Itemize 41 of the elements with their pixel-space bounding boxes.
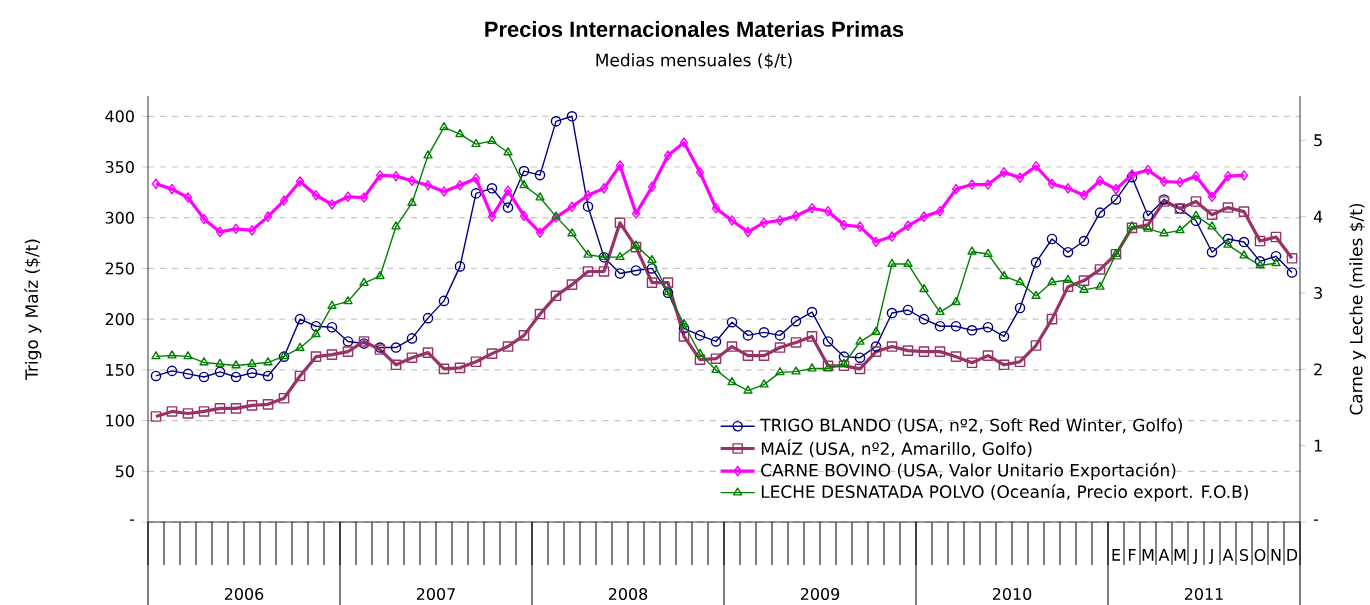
text: 2007 <box>416 587 455 601</box>
x-tick-label: S <box>1240 549 1249 562</box>
chart-subtitle: Medias mensuales ($/t) <box>596 53 792 69</box>
y2-axis-title: Carne y Leche (miles $/t) <box>1349 203 1366 415</box>
y-tick-label: 150 <box>106 363 134 376</box>
y-tick-label: 100 <box>106 414 134 427</box>
x-tick-label: O <box>1254 549 1266 562</box>
text: 2010 <box>992 587 1032 601</box>
text: 2006 <box>224 587 264 601</box>
y2-tick-label: 4 <box>1313 210 1323 223</box>
x-tick-label: D <box>1287 549 1298 561</box>
y-tick-label: 300 <box>105 211 134 224</box>
y-tick-label: 350 <box>105 160 134 174</box>
legend-label: TRIGO BLANDO (USA, nº2, Soft Red Winter, Golfo) <box>760 418 1182 434</box>
x-tick-label: E <box>1112 549 1121 561</box>
x-tick-label: M <box>1142 549 1154 561</box>
legend-label: LECHE DESNATADA POLVO (Oceanía, Precio export. F.O.B) <box>761 484 1248 502</box>
y2-tick-label: 5 <box>1314 134 1322 147</box>
y2-tick-label: 3 <box>1314 286 1322 299</box>
y2-tick-label: - <box>1313 519 1319 521</box>
x-tick-label: J <box>1208 549 1213 564</box>
x-tick-label: N <box>1271 549 1281 561</box>
x-tick-label: M <box>1174 549 1186 561</box>
x-tick-label: J <box>1192 549 1197 564</box>
y-tick-label: 400 <box>105 110 134 123</box>
y-tick-label: 50 <box>115 465 134 478</box>
y2-tick-label: 2 <box>1314 363 1322 376</box>
legend-label: MAÍZ (USA, nº2, Amarillo, Golfo) <box>761 439 1032 458</box>
x-tick-label: A <box>1158 549 1170 561</box>
text: 2009 <box>800 587 840 601</box>
x-tick-label: F <box>1128 549 1136 561</box>
legend-label: CARNE BOVINO (USA, Valor Unitario Exportación) <box>761 462 1176 480</box>
y-tick-label: 200 <box>105 313 134 326</box>
y-tick-label: - <box>129 519 135 521</box>
chart-title: Precios Internacionales Materias Primas <box>485 20 904 38</box>
y-axis-title: Trigo y Maíz ($/t) <box>24 239 42 380</box>
x-tick-label: A <box>1222 549 1234 561</box>
text: 2011 <box>1184 587 1223 601</box>
text: 2008 <box>608 587 648 601</box>
y2-tick-label: 1 <box>1314 439 1322 452</box>
y-tick-label: 250 <box>105 262 134 275</box>
